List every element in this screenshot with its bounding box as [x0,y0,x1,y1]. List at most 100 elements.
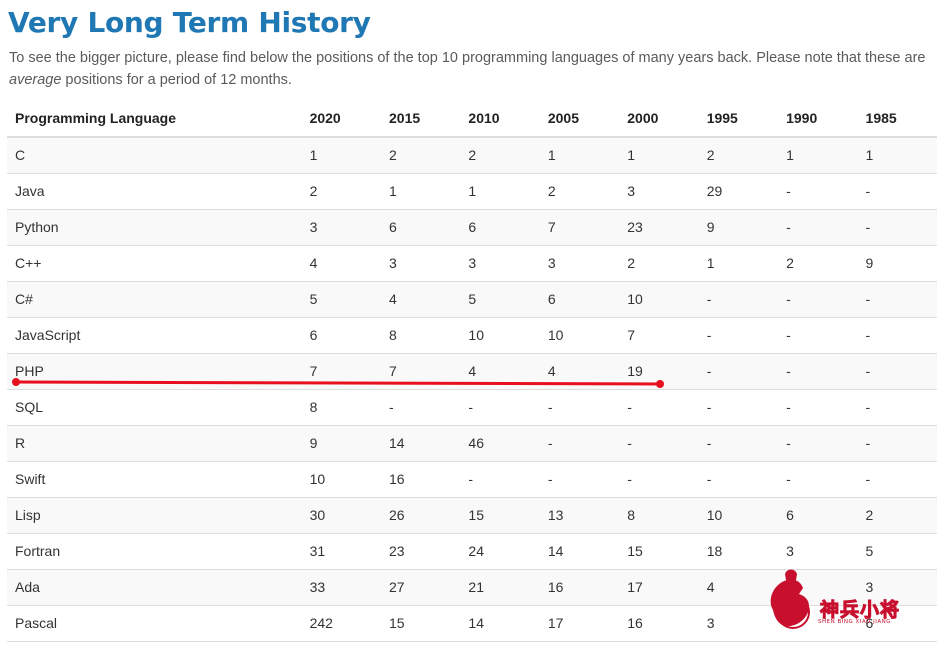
rank-cell: 3 [706,615,715,631]
rank-cell: 6 [309,327,318,343]
rank-cell: - [706,327,712,343]
rank-cell: - [706,399,712,415]
watermark-text: 神兵小将 [819,599,901,622]
rank-cell: - [865,471,871,487]
rank-cell: - [706,363,712,379]
rank-cell: - [786,435,791,451]
rank-cell: - [865,399,871,415]
column-header-language: Programming Language [7,100,302,138]
rank-cell: 17 [547,615,564,631]
language-name-cell: Java [15,183,45,199]
rank-cell: - [865,363,871,379]
rank-cell: 14 [468,615,484,631]
rank-cell: 7 [547,219,556,235]
column-header-year: 1990 [778,100,858,138]
rank-cell: 14 [547,543,564,559]
rank-cell: 26 [389,507,405,523]
rank-cell: - [786,291,791,307]
rank-cell: - [547,435,553,451]
rank-cell: - [786,399,791,415]
table-row: PHP 7 7 4 4 19 - - - [7,353,937,389]
rank-cell: 10 [706,507,723,523]
intro-paragraph: To see the bigger picture, please find b… [9,47,939,91]
table-row: R 9 14 46 - - - - - [7,425,937,461]
rank-cell: 3 [786,543,794,559]
rank-cell: 2 [627,255,636,271]
language-name-cell: PHP [15,363,44,379]
rank-cell: 9 [706,219,715,235]
rank-cell: 24 [468,543,484,559]
rank-cell: - [786,219,791,235]
language-name-cell: Swift [15,471,46,487]
rank-cell: 3 [547,255,556,271]
rank-cell: 23 [627,219,643,235]
table-row: Fortran 31 23 24 14 15 18 3 5 [7,533,937,569]
rank-cell: 6 [389,219,397,235]
table-row: C 1 2 2 1 1 2 1 1 [7,137,937,173]
rank-cell: 3 [865,579,874,595]
rank-cell: 3 [389,255,397,271]
table-row: SQL 8 - - - - - - - [7,389,937,425]
logo-thumb-shape [770,579,809,627]
rank-cell: 14 [389,435,405,451]
rank-cell: 4 [389,291,397,307]
rank-cell: 6 [786,507,794,523]
rank-cell: - [468,399,474,415]
rank-cell: 4 [309,255,318,271]
rank-cell: - [706,291,712,307]
rank-cell: - [389,399,394,415]
rank-cell: 5 [309,291,318,307]
rank-cell: - [865,327,871,343]
intro-text-end: positions for a period of 12 months. [61,72,292,88]
language-name-cell: C++ [15,255,42,271]
rank-cell: 2 [547,183,556,199]
rank-cell: - [865,219,871,235]
rank-cell: 8 [389,327,397,343]
rank-cell: 4 [547,363,556,379]
language-name-cell: Fortran [15,543,61,559]
table-row: JavaScript 6 8 10 10 7 - - - [7,317,937,353]
rank-cell: 17 [627,579,643,595]
rank-cell: - [706,471,712,487]
rank-cell: 5 [865,543,874,559]
rank-cell: 19 [627,363,643,379]
rank-cell: 10 [547,327,564,343]
language-name-cell: SQL [15,399,44,415]
language-name-cell: R [15,435,26,451]
rank-cell: 5 [468,291,477,307]
rank-cell: 18 [706,543,723,559]
rank-cell: - [547,471,553,487]
column-header-year: 2000 [619,100,699,138]
rank-cell: 16 [547,579,564,595]
rank-cell: 10 [627,291,643,307]
rank-cell: 7 [627,327,636,343]
table-row: C# 5 4 5 6 10 - - - [7,281,937,317]
table-row: Lisp 30 26 15 13 8 10 6 2 [7,497,937,533]
rank-cell: 7 [309,363,318,379]
table-body: C 1 2 2 1 1 2 1 1 Java 2 1 1 2 3 29- - Python 3 6 6 7 23 9- - C++… [7,137,937,641]
thumbs-up-logo-icon [770,569,810,629]
column-header-year: 2015 [381,100,461,138]
rank-cell: - [547,399,553,415]
rank-cell: - [627,471,632,487]
rank-cell: 31 [309,543,326,559]
rank-cell: 3 [468,255,477,271]
rank-cell: 16 [627,615,643,631]
table-header-row: Programming Language 2020 2015 2010 2005 2000… [7,100,937,138]
table-row: Python 3 6 6 7 23 9 - - [7,209,937,245]
column-header-year: 2005 [539,100,620,138]
language-name-cell: Python [15,219,59,235]
column-header-year: 1995 [698,100,779,138]
language-name-cell: C# [15,291,33,307]
intro-emphasis: average [9,72,62,88]
rank-cell: 10 [309,471,326,487]
rank-cell: 1 [309,147,318,164]
table-row: Java 2 1 1 2 3 29 - - [7,173,937,209]
rank-cell: 1 [547,147,556,164]
rank-cell: 8 [309,399,318,415]
rank-cell: 9 [865,255,874,271]
rank-cell: 1 [786,147,794,164]
language-name-cell: C [15,147,26,164]
rank-cell: 15 [468,507,484,523]
rank-cell: 1 [627,147,636,164]
